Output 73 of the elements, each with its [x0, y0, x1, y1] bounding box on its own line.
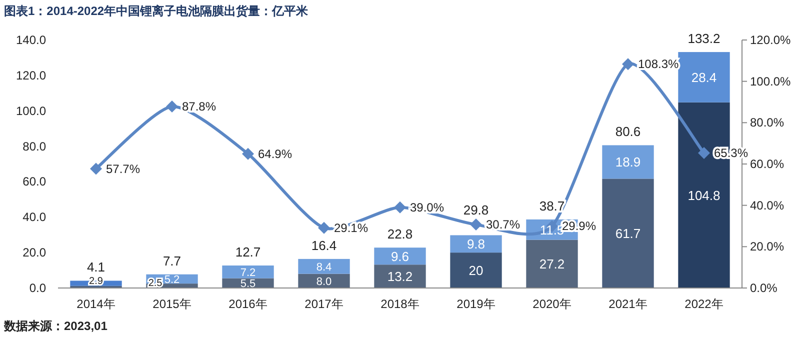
bar — [526, 240, 578, 288]
total-label: 29.8 — [463, 202, 489, 218]
point — [622, 58, 634, 70]
y-tick-label: 60.0 — [22, 174, 46, 189]
bar — [678, 52, 730, 102]
data-label: 9.8 — [466, 236, 486, 252]
data-label: 104.8 — [688, 188, 720, 203]
data-label: 5.2 — [164, 274, 180, 286]
x-tick-label: 2020年 — [532, 297, 572, 311]
x-tick-label: 2017年 — [304, 297, 344, 311]
total-label: 7.7 — [162, 253, 182, 268]
data-label: 39.0% — [410, 200, 444, 214]
point — [242, 148, 254, 160]
data-label: 57.7% — [106, 162, 140, 176]
y2-tick-label: 120.0% — [750, 33, 792, 47]
bar — [298, 258, 350, 274]
data-label: 5.5 — [240, 278, 256, 290]
bar — [374, 248, 426, 265]
total-label: 12.7 — [235, 244, 261, 260]
y2-tick-label: 20.0% — [750, 240, 784, 254]
y-tick-label: 120.0 — [16, 68, 46, 82]
bar — [602, 178, 654, 288]
data-label: 28.4 — [691, 70, 717, 85]
data-label: 9.6 — [390, 248, 410, 264]
x-tick-label: 2022年 — [684, 297, 724, 311]
point — [470, 218, 482, 231]
point — [394, 201, 406, 214]
y-tick-label: 0.0 — [29, 281, 46, 295]
y2-tick-label: 80.0% — [750, 116, 784, 130]
x-tick-label: 2016年 — [228, 297, 268, 311]
data-label: 64.9% — [258, 146, 292, 161]
total-label: 4.1 — [86, 260, 106, 275]
data-label: 30.7% — [486, 218, 520, 232]
y-tick-label: 100.0 — [16, 104, 46, 118]
y2-tick-label: 60.0% — [750, 157, 784, 171]
y2-tick-label: 0.0% — [750, 281, 778, 295]
x-tick-label: 2014年 — [76, 297, 116, 311]
data-label: 13.2 — [387, 268, 413, 284]
total-label: 22.8 — [387, 226, 413, 242]
source-note: 数据来源：2023,01 — [3, 319, 108, 333]
total-label: 133.2 — [688, 31, 720, 46]
data-label: 20 — [468, 262, 484, 278]
bar — [374, 264, 426, 288]
data-label: 7.2 — [240, 266, 256, 279]
data-label: 61.7 — [615, 226, 641, 242]
y-tick-label: 80.0 — [22, 139, 46, 154]
data-label: 29.1% — [334, 220, 368, 235]
data-label: 18.9 — [615, 154, 641, 170]
total-label: 80.6 — [615, 124, 641, 140]
total-label: 16.4 — [311, 238, 337, 253]
bar — [222, 266, 274, 278]
x-tick-label: 2019年 — [456, 297, 496, 311]
data-label: 108.3% — [638, 57, 680, 72]
point — [318, 222, 330, 234]
bar — [450, 252, 502, 288]
point — [698, 147, 710, 160]
bar — [450, 235, 502, 253]
point — [90, 162, 102, 175]
chart-title: 图表1：2014-2022年中国锂离子电池隔膜出货量：亿平米 — [4, 4, 310, 18]
bar — [602, 145, 654, 179]
data-label: 87.8% — [182, 100, 216, 114]
y2-tick-label: 100.0% — [750, 74, 792, 88]
data-label: 27.2 — [539, 256, 565, 272]
data-label: 8.4 — [316, 261, 332, 274]
y-tick-label: 20.0 — [22, 246, 46, 260]
x-tick-label: 2015年 — [152, 297, 192, 311]
x-tick-label: 2018年 — [380, 297, 420, 311]
x-tick-label: 2021年 — [608, 297, 648, 311]
y2-tick-label: 40.0% — [750, 198, 784, 212]
y-tick-label: 40.0 — [22, 210, 46, 224]
y-tick-label: 140.0 — [16, 33, 46, 47]
point — [166, 100, 178, 113]
data-label: 8.0 — [316, 276, 332, 288]
